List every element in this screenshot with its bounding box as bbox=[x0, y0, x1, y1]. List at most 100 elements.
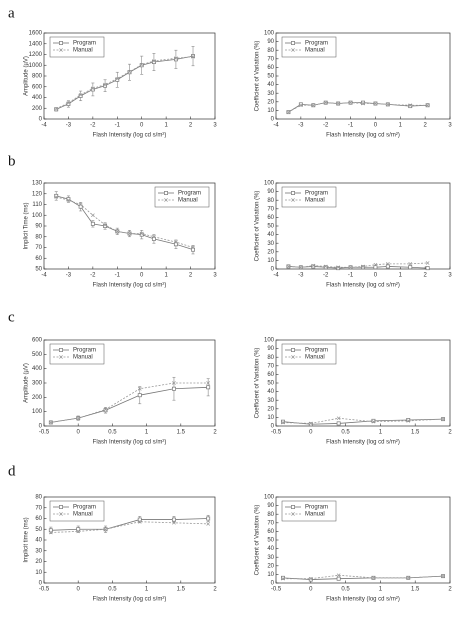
y-tick-label: 50 bbox=[267, 381, 274, 387]
y-tick-label: 1600 bbox=[29, 31, 43, 37]
legend-marker bbox=[164, 198, 168, 202]
marker bbox=[281, 420, 285, 425]
legend-box bbox=[154, 186, 210, 208]
legend-label: Program bbox=[178, 191, 201, 197]
x-tick-label: 3 bbox=[213, 123, 217, 129]
marker bbox=[386, 102, 390, 107]
series-line bbox=[50, 521, 209, 533]
x-tick-label: -0.5 bbox=[271, 430, 282, 436]
y-tick-label: 20 bbox=[267, 563, 274, 569]
y-tick-label: 0 bbox=[271, 581, 275, 587]
x-tick-label: 1.5 bbox=[411, 430, 420, 436]
x-tick-label: 0 bbox=[77, 587, 81, 593]
legend-box bbox=[49, 36, 105, 58]
x-tick-label: 2 bbox=[423, 123, 427, 129]
x-tick-label: 0.5 bbox=[108, 430, 117, 436]
x-tick-label: 2 bbox=[448, 587, 452, 593]
y-tick-label: 10 bbox=[267, 108, 274, 114]
marker bbox=[66, 197, 71, 202]
marker bbox=[139, 231, 144, 236]
marker bbox=[54, 193, 59, 198]
x-tick-label: -2 bbox=[323, 123, 329, 129]
legend-marker bbox=[59, 512, 63, 516]
marker bbox=[336, 265, 340, 270]
legend-label: Program bbox=[305, 191, 328, 197]
panel-label: c bbox=[8, 309, 15, 325]
x-tick-label: 0.5 bbox=[108, 587, 117, 593]
y-tick-label: 0 bbox=[39, 424, 43, 430]
x-tick-label: 2 bbox=[213, 587, 217, 593]
x-tick-label: 0 bbox=[77, 430, 81, 436]
y-tick-label: 130 bbox=[32, 181, 43, 187]
x-tick-label: 1 bbox=[164, 123, 168, 129]
y-tick-label: 50 bbox=[267, 74, 274, 80]
x-tick-label: 2 bbox=[448, 430, 452, 436]
y-tick-label: 10 bbox=[267, 258, 274, 264]
x-tick-label: -4 bbox=[41, 273, 47, 279]
marker bbox=[78, 92, 83, 97]
y-tick-label: 1000 bbox=[29, 63, 43, 69]
x-tick-label: 1 bbox=[399, 273, 403, 279]
marker bbox=[127, 231, 132, 236]
marker bbox=[408, 265, 413, 270]
marker bbox=[323, 100, 328, 105]
marker bbox=[371, 418, 376, 423]
legend-marker bbox=[291, 41, 295, 45]
legend-marker bbox=[291, 355, 295, 359]
series-line bbox=[56, 55, 194, 110]
x-tick-label: -2 bbox=[323, 273, 329, 279]
y-tick-label: 300 bbox=[32, 381, 43, 387]
marker bbox=[373, 262, 378, 267]
legend-label: Program bbox=[73, 348, 96, 354]
marker bbox=[281, 575, 285, 580]
y-tick-label: 400 bbox=[32, 366, 43, 372]
y-tick-label: 120 bbox=[32, 191, 43, 197]
y-tick-label: 60 bbox=[267, 65, 274, 71]
series-line bbox=[282, 417, 444, 424]
x-tick-label: -1 bbox=[115, 123, 121, 129]
x-tick-label: -4 bbox=[273, 123, 279, 129]
x-tick-label: 2 bbox=[213, 430, 217, 436]
y-tick-label: 70 bbox=[267, 363, 274, 369]
x-axis-label: Flash Intensity (log cd s/m²) bbox=[326, 133, 400, 139]
y-tick-label: 60 bbox=[35, 256, 42, 262]
marker bbox=[308, 576, 313, 581]
y-tick-label: 90 bbox=[35, 224, 42, 230]
x-tick-label: -1 bbox=[115, 273, 121, 279]
x-tick-label: -2 bbox=[90, 123, 96, 129]
legend-box bbox=[281, 500, 337, 522]
y-tick-label: 1200 bbox=[29, 52, 43, 58]
y-tick-label: 70 bbox=[267, 520, 274, 526]
marker bbox=[425, 261, 430, 265]
x-tick-label: -2 bbox=[90, 273, 96, 279]
series-line bbox=[288, 266, 428, 269]
marker bbox=[311, 103, 316, 108]
legend-label: Manual bbox=[178, 198, 198, 204]
x-tick-label: 1 bbox=[399, 123, 403, 129]
series-line bbox=[50, 382, 209, 423]
marker bbox=[373, 265, 378, 270]
x-tick-label: -4 bbox=[41, 123, 47, 129]
y-tick-label: 110 bbox=[32, 202, 42, 208]
marker bbox=[173, 57, 178, 62]
y-tick-label: 10 bbox=[267, 572, 274, 578]
marker bbox=[103, 408, 108, 413]
marker bbox=[91, 86, 95, 91]
y-tick-label: 70 bbox=[35, 245, 42, 251]
y-tick-label: 100 bbox=[264, 31, 275, 37]
marker bbox=[172, 381, 176, 385]
legend-marker bbox=[291, 505, 295, 509]
marker bbox=[191, 247, 195, 252]
marker bbox=[206, 385, 211, 390]
y-tick-label: 60 bbox=[267, 529, 274, 535]
y-tick-label: 30 bbox=[267, 398, 274, 404]
y-tick-label: 80 bbox=[35, 234, 42, 240]
legend-label: Program bbox=[305, 348, 328, 354]
x-tick-label: 2 bbox=[189, 123, 193, 129]
legend-label: Program bbox=[73, 41, 96, 47]
y-tick-label: 90 bbox=[267, 503, 274, 509]
x-tick-label: 0 bbox=[374, 123, 378, 129]
y-tick-label: 80 bbox=[35, 495, 42, 501]
x-tick-label: 3 bbox=[448, 273, 452, 279]
x-tick-label: 3 bbox=[213, 273, 217, 279]
